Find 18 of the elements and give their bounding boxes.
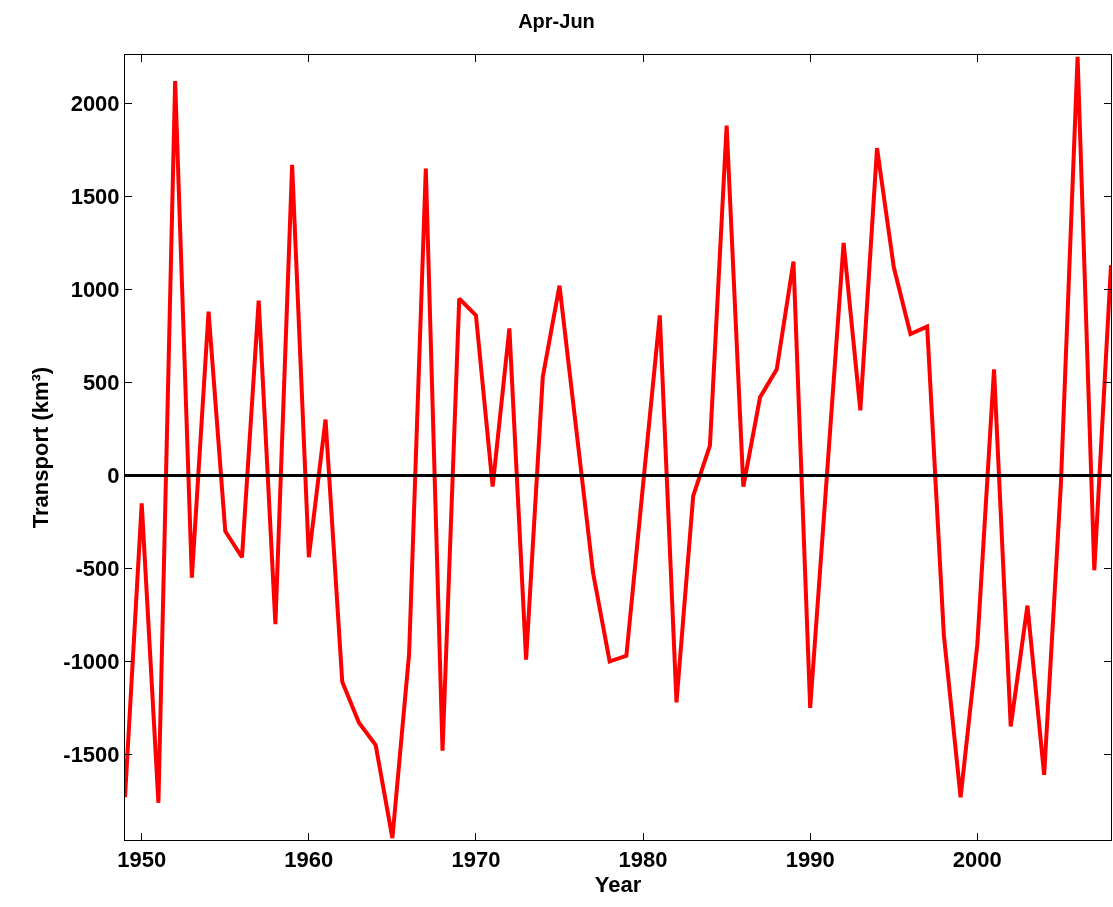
y-axis-title: Transport (km³) <box>28 366 54 529</box>
y-tick-label: 1500 <box>70 184 120 210</box>
y-tick-label: 1000 <box>70 277 120 303</box>
x-tick-label: 1990 <box>785 847 835 873</box>
y-tick-label: 2000 <box>70 91 120 117</box>
line-series <box>125 55 1111 840</box>
x-tick-label: 1950 <box>117 847 167 873</box>
x-tick-label: 1960 <box>284 847 334 873</box>
y-tick-label: -1000 <box>63 649 120 675</box>
y-tick-label: 500 <box>82 370 120 396</box>
x-axis-title: Year <box>594 872 642 898</box>
x-tick-label: 2000 <box>952 847 1002 873</box>
x-tick-label: 1980 <box>618 847 668 873</box>
y-tick-label: 0 <box>107 463 120 489</box>
y-tick-label: -1500 <box>63 742 120 768</box>
y-tick-label: -500 <box>75 556 120 582</box>
x-tick-label: 1970 <box>451 847 501 873</box>
chart-title: Apr-Jun <box>518 9 595 32</box>
